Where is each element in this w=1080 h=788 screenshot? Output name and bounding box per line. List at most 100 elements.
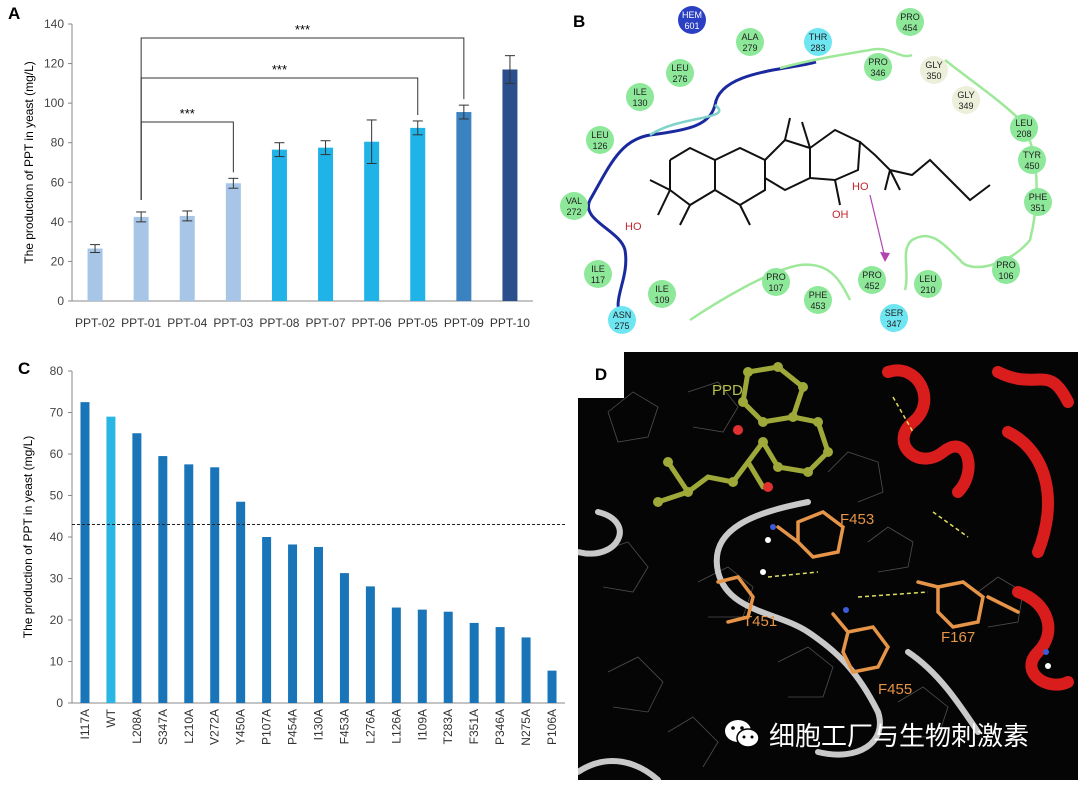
- coil-loops: [578, 499, 981, 780]
- residue-name: LEU: [1015, 118, 1033, 128]
- x-tick-label-c: I130A: [312, 709, 326, 740]
- x-tick-label-c: T283A: [441, 709, 455, 744]
- residue-name: TYR: [1023, 150, 1042, 160]
- residue-number: 454: [902, 23, 917, 33]
- residue-number: 272: [566, 207, 581, 217]
- bar-PPT-04: [179, 215, 195, 301]
- residue-phe-453: [804, 286, 832, 314]
- bar-PPT-01: [133, 216, 149, 301]
- residue-ile-130: [626, 83, 654, 111]
- residue-number: 452: [864, 281, 879, 291]
- bar-N275A: [521, 637, 531, 703]
- residue-name: PRO: [900, 12, 920, 22]
- x-tick-label-c: L126A: [389, 709, 403, 744]
- x-tick-label-c: Y450A: [234, 709, 248, 745]
- panel-a-label: A: [8, 4, 21, 23]
- residue-leu-208: [1010, 114, 1038, 142]
- residue-number: 347: [886, 319, 901, 329]
- significance-bracket: [140, 37, 465, 200]
- residue-number: 351: [1030, 203, 1045, 213]
- residue-phe-351: [1024, 188, 1052, 216]
- residue-thr-283: [804, 28, 832, 56]
- bar-L276A: [365, 586, 375, 703]
- residue-leu-126: [586, 126, 614, 154]
- x-tick-label-c: WT: [104, 708, 118, 727]
- residue-pro-452: [858, 266, 886, 294]
- y-tick-label-c: 10: [50, 655, 64, 669]
- x-tick-label-a: PPT-02: [75, 316, 115, 330]
- residue-name: LEU: [671, 63, 689, 73]
- interaction-diagram: HEM601ALA279THR283PRO454LEU276PRO346GLY3…: [560, 6, 1052, 334]
- bar-P454A: [288, 544, 298, 703]
- residue-pro-106: [992, 256, 1020, 284]
- y-tick-label-c: 80: [50, 364, 64, 378]
- bar-WT: [106, 416, 116, 703]
- hbond-arrowhead: [880, 252, 890, 262]
- x-tick-label-c: I117A: [78, 709, 92, 739]
- panel-d: PPD F453 T451 F167 F455 D 细胞工厂与生物刺激素: [578, 352, 1078, 780]
- bar-P107A: [262, 537, 272, 703]
- residue-number: 279: [742, 43, 757, 53]
- residue-name: SER: [885, 308, 904, 318]
- y-tick-label-a: 0: [57, 294, 64, 308]
- residue-number: 283: [810, 43, 825, 53]
- residue-pro-454: [896, 8, 924, 36]
- residue-val-272: [560, 192, 588, 220]
- residue-ala-279: [736, 28, 764, 56]
- ribbon-left-light: [649, 104, 721, 137]
- residue-number: 126: [592, 141, 607, 151]
- residue-number: 130: [632, 98, 647, 108]
- panel-c-label: C: [18, 359, 31, 378]
- ribbon-top: [779, 47, 913, 70]
- watermark-text: 细胞工厂与生物刺激素: [769, 721, 1030, 752]
- label-f167: F167: [941, 629, 975, 646]
- y-tick-label-c: 40: [50, 530, 64, 544]
- residue-name: ILE: [655, 284, 669, 294]
- x-tick-label-a: PPT-03: [213, 316, 253, 330]
- y-axis-title-a: The production of PPT in yeast (mg/L): [22, 61, 36, 264]
- label-f455: F455: [878, 681, 912, 698]
- bar-I109A: [417, 609, 427, 703]
- x-tick-label-c: L208A: [130, 709, 144, 744]
- y-tick-label-a: 20: [51, 254, 65, 268]
- bar-PPT-08: [271, 149, 287, 301]
- bar-F453A: [339, 573, 349, 703]
- ho-label-3: OH: [832, 209, 849, 221]
- residue-name: LEU: [591, 130, 609, 140]
- chart-a-svg: 0 20 40 60 80 100 120 140 The production of PPT …: [22, 17, 533, 330]
- wechat-icon: [725, 720, 760, 748]
- residue-name: LEU: [919, 274, 937, 284]
- residue-group: HEM601ALA279THR283PRO454LEU276PRO346GLY3…: [560, 6, 1052, 334]
- oxygen-atom-1: [733, 425, 743, 435]
- x-tick-label-a: PPT-09: [444, 316, 484, 330]
- hbond-arrow: [869, 194, 886, 259]
- structure-render: PPD F453 T451 F167 F455: [578, 352, 1078, 780]
- x-tick-label-c: P106A: [545, 709, 559, 745]
- panel-b-label: B: [573, 12, 586, 31]
- bar-L210A: [184, 464, 194, 703]
- x-tick-label-a: PPT-04: [167, 316, 207, 330]
- x-tick-label-a: PPT-08: [259, 316, 299, 330]
- bar-F351A: [469, 622, 479, 703]
- residue-number: 210: [920, 285, 935, 295]
- residue-number: 107: [768, 283, 783, 293]
- residue-ile-109: [648, 280, 676, 308]
- ribbon-right: [903, 59, 1038, 291]
- panel-b: HEM 601 ALA 279 THR 283 PRO 454 LEU 276 PRO 346 GLY 3…: [540, 0, 1080, 345]
- ribbon-bottom: [689, 263, 852, 322]
- bar-T283A: [443, 611, 453, 703]
- bar-PPT-09: [456, 112, 472, 302]
- x-tick-label-c: V272A: [208, 709, 222, 745]
- residue-name: PRO: [862, 270, 882, 280]
- y-tick-label-c: 70: [50, 406, 64, 420]
- residue-gly-349: [952, 86, 980, 114]
- ho-label-2: HO: [852, 181, 869, 193]
- atom-highlights: [760, 524, 1051, 669]
- y-tick-label-a: 40: [51, 215, 65, 229]
- residue-number: 276: [672, 74, 687, 84]
- watermark: 细胞工厂与生物刺激素: [723, 712, 1029, 756]
- residue-number: 208: [1016, 129, 1031, 139]
- ribbon-left: [586, 60, 817, 319]
- panel-d-label: D: [578, 352, 624, 398]
- bar-P106A: [547, 670, 557, 703]
